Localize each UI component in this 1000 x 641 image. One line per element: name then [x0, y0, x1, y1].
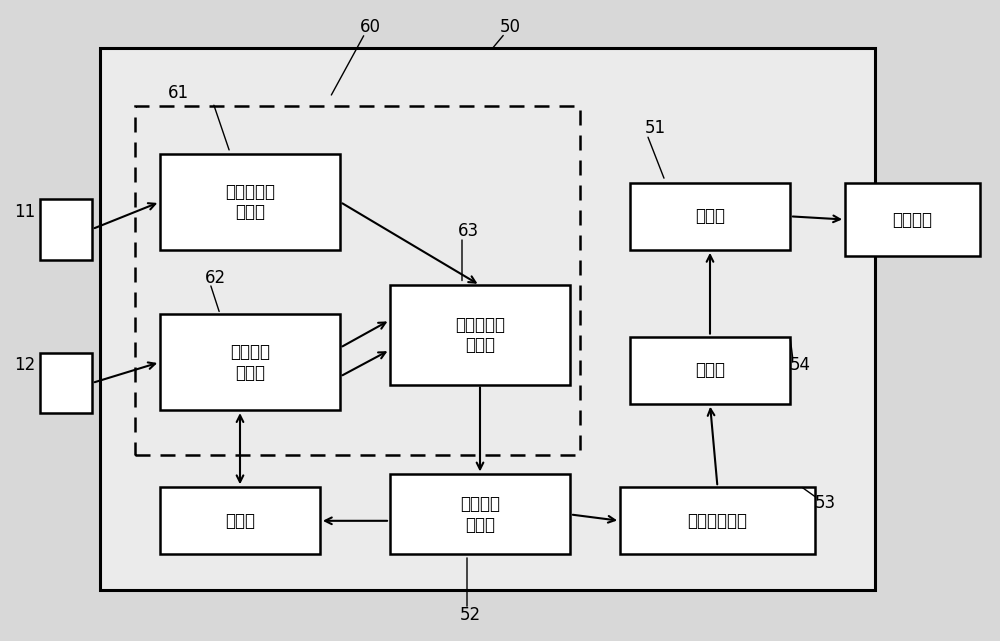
Text: 热伸长量
取得部: 热伸长量 取得部 [230, 343, 270, 381]
Bar [135, 106, 580, 455]
Text: 驱动马达: 驱动马达 [893, 210, 932, 229]
Bar [630, 183, 790, 250]
Text: 51: 51 [644, 119, 666, 137]
Bar [160, 154, 340, 250]
Text: 53: 53 [814, 494, 836, 512]
Text: 54: 54 [790, 356, 810, 374]
Text: 修正値计算部: 修正値计算部 [688, 512, 748, 530]
Text: 50: 50 [500, 18, 520, 36]
Bar [390, 474, 570, 554]
Text: 热位移位置
计算部: 热位移位置 计算部 [455, 315, 505, 354]
Text: 62: 62 [204, 269, 226, 287]
Text: 修正部: 修正部 [695, 361, 725, 379]
Bar [160, 314, 340, 410]
Bar [845, 183, 980, 256]
Text: 11: 11 [14, 203, 36, 221]
Text: 61: 61 [167, 84, 189, 102]
Bar [630, 337, 790, 404]
Bar [620, 487, 815, 554]
Text: 12: 12 [14, 356, 36, 374]
Text: 63: 63 [457, 222, 479, 240]
Bar [40, 199, 92, 260]
Bar [160, 487, 320, 554]
Text: 斜度变化量
取得部: 斜度变化量 取得部 [225, 183, 275, 221]
Text: 52: 52 [459, 606, 481, 624]
Bar [390, 285, 570, 385]
Text: 近似曲线
计算部: 近似曲线 计算部 [460, 495, 500, 534]
Bar [100, 48, 875, 590]
Text: 存储器: 存储器 [225, 512, 255, 530]
Text: 控制部: 控制部 [695, 207, 725, 226]
Bar [40, 353, 92, 413]
Text: 60: 60 [360, 18, 380, 36]
